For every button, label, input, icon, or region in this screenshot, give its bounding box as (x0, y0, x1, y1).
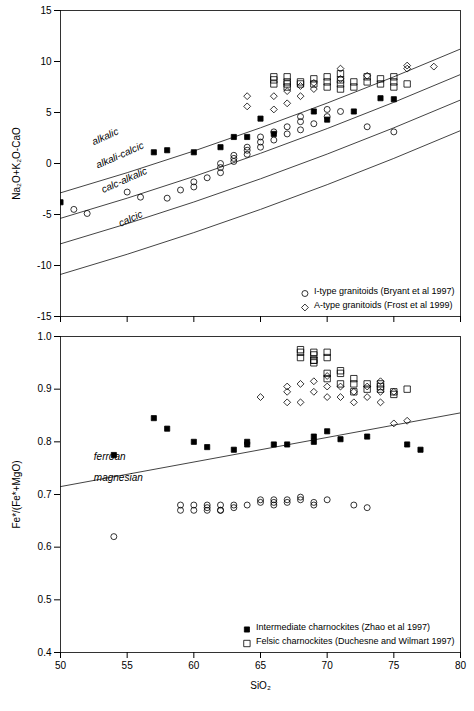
svg-text:Intermediate charnockites (Zha: Intermediate charnockites (Zhao et al 19… (256, 622, 430, 632)
svg-text:0.7: 0.7 (38, 489, 52, 500)
svg-text:-5: -5 (43, 209, 52, 220)
svg-text:0.6: 0.6 (38, 541, 52, 552)
svg-text:0.8: 0.8 (38, 436, 52, 447)
svg-text:15: 15 (40, 5, 52, 16)
svg-text:0.9: 0.9 (38, 383, 52, 394)
svg-text:80: 80 (455, 660, 467, 671)
svg-text:75: 75 (388, 660, 400, 671)
svg-text:SiO₂: SiO₂ (250, 680, 271, 691)
svg-text:alkalic: alkalic (90, 126, 120, 147)
svg-text:50: 50 (55, 660, 67, 671)
svg-text:10: 10 (40, 56, 52, 67)
svg-text:magnesian: magnesian (94, 472, 143, 483)
svg-text:alkali-calcic: alkali-calcic (94, 140, 145, 171)
svg-text:5: 5 (46, 107, 52, 118)
svg-text:calc-alkalic: calc-alkalic (100, 165, 149, 195)
svg-text:65: 65 (255, 660, 267, 671)
svg-text:-10: -10 (37, 260, 52, 271)
svg-text:Felsic charnockites (Duchesne: Felsic charnockites (Duchesne and Wilmar… (256, 636, 455, 646)
svg-text:Fe*/(Fe*+MgO): Fe*/(Fe*+MgO) (11, 460, 22, 528)
svg-text:ferroan: ferroan (94, 451, 126, 462)
svg-text:calcic: calcic (117, 208, 144, 228)
svg-text:0: 0 (46, 158, 52, 169)
svg-text:70: 70 (322, 660, 334, 671)
svg-text:1.0: 1.0 (38, 331, 52, 342)
svg-text:Na₂O+K₂O-CaO: Na₂O+K₂O-CaO (11, 127, 22, 200)
svg-text:0.5: 0.5 (38, 594, 52, 605)
svg-text:-15: -15 (37, 311, 52, 322)
svg-text:0.4: 0.4 (38, 647, 52, 658)
svg-text:60: 60 (188, 660, 200, 671)
svg-text:55: 55 (122, 660, 134, 671)
svg-text:I-type granitoids (Bryant et a: I-type granitoids (Bryant et al 1997) (314, 286, 455, 296)
svg-text:A-type granitoids (Frost et al: A-type granitoids (Frost et al 1999) (314, 300, 453, 310)
